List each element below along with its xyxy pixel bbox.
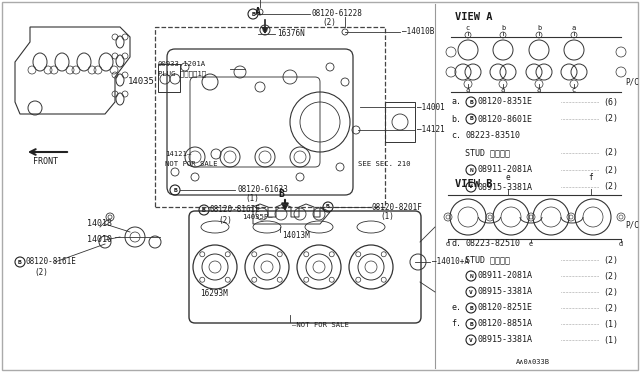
Text: (1): (1) xyxy=(603,336,618,344)
Text: (2): (2) xyxy=(603,115,618,124)
Text: —14010+A: —14010+A xyxy=(432,257,469,266)
Text: a: a xyxy=(501,87,505,93)
Text: d: d xyxy=(446,241,450,247)
Text: a: a xyxy=(466,87,470,93)
Text: P/C: P/C xyxy=(625,221,639,230)
Text: (2): (2) xyxy=(603,183,618,192)
Text: 14018: 14018 xyxy=(87,219,112,228)
Text: N: N xyxy=(469,167,473,173)
Bar xyxy=(155,27,385,207)
Text: (2): (2) xyxy=(603,304,618,312)
Text: c: c xyxy=(466,25,470,31)
Text: (2): (2) xyxy=(34,267,48,276)
Text: e: e xyxy=(506,173,510,182)
Text: NOT FOR SALE: NOT FOR SALE xyxy=(165,161,218,167)
Text: 08120-8851A: 08120-8851A xyxy=(478,320,533,328)
Text: 14010: 14010 xyxy=(87,235,112,244)
Text: 08223-83510: 08223-83510 xyxy=(465,131,520,141)
Text: e: e xyxy=(529,241,533,247)
Text: —14121: —14121 xyxy=(417,125,445,135)
Text: B: B xyxy=(202,208,206,212)
Text: (2): (2) xyxy=(603,166,618,174)
Text: B: B xyxy=(278,189,284,199)
Text: VIEW A: VIEW A xyxy=(455,12,493,22)
Text: 16293M: 16293M xyxy=(200,289,228,298)
Text: B: B xyxy=(18,260,22,264)
Text: N: N xyxy=(469,273,473,279)
Text: 08915-3381A: 08915-3381A xyxy=(478,336,533,344)
Text: B: B xyxy=(251,12,255,16)
Text: 08120-8161E: 08120-8161E xyxy=(26,257,77,266)
Text: A: A xyxy=(255,7,261,17)
Text: —14010B: —14010B xyxy=(402,28,435,36)
Text: e.: e. xyxy=(451,304,461,312)
Text: 08911-2081A: 08911-2081A xyxy=(478,166,533,174)
Text: —NOT FOR SALE: —NOT FOR SALE xyxy=(292,322,349,328)
Text: 08120-816IE: 08120-816IE xyxy=(210,205,261,215)
Text: 08223-82510: 08223-82510 xyxy=(465,240,520,248)
Text: (1): (1) xyxy=(245,195,259,203)
Text: VIEW B: VIEW B xyxy=(455,179,493,189)
Text: B: B xyxy=(469,116,473,122)
Text: a: a xyxy=(537,87,541,93)
Text: (2): (2) xyxy=(603,288,618,296)
Text: 08120-8201F: 08120-8201F xyxy=(372,202,423,212)
Text: a.: a. xyxy=(451,97,461,106)
Text: B: B xyxy=(173,187,177,192)
Text: b.: b. xyxy=(451,115,461,124)
Text: d: d xyxy=(619,241,623,247)
Text: B: B xyxy=(469,305,473,311)
Text: (2): (2) xyxy=(218,215,232,224)
Text: c.: c. xyxy=(451,131,461,141)
Text: 16376N: 16376N xyxy=(277,29,305,38)
Text: 08120-8251E: 08120-8251E xyxy=(478,304,533,312)
Text: 08120-61228: 08120-61228 xyxy=(312,10,363,19)
Text: c: c xyxy=(572,87,576,93)
Text: STUD スタッド: STUD スタッド xyxy=(465,256,510,264)
Text: —14001: —14001 xyxy=(417,103,445,112)
Text: V: V xyxy=(469,289,473,295)
Text: 08120-8601E: 08120-8601E xyxy=(478,115,533,124)
Text: 14035: 14035 xyxy=(128,77,155,87)
Text: FRONT: FRONT xyxy=(33,157,58,167)
Text: 00933-1201A: 00933-1201A xyxy=(158,61,206,67)
Text: PLUG プラグ（1）: PLUG プラグ（1） xyxy=(158,71,206,77)
Text: 14035P—: 14035P— xyxy=(242,214,273,220)
Text: 08911-2081A: 08911-2081A xyxy=(478,272,533,280)
Text: 08915-3381A: 08915-3381A xyxy=(478,183,533,192)
Text: d.: d. xyxy=(451,240,461,248)
Text: a: a xyxy=(572,25,576,31)
Text: 14121—: 14121— xyxy=(165,151,191,157)
Text: A∧0∧033B: A∧0∧033B xyxy=(516,359,550,365)
Text: (2): (2) xyxy=(603,256,618,264)
Text: b: b xyxy=(501,25,505,31)
Text: (6): (6) xyxy=(603,97,618,106)
Text: 14013M: 14013M xyxy=(282,231,310,241)
Text: P/C: P/C xyxy=(625,77,639,87)
Text: STUD スタッド: STUD スタッド xyxy=(465,148,510,157)
Text: SEE SEC. 210: SEE SEC. 210 xyxy=(358,161,410,167)
Bar xyxy=(158,64,180,92)
Text: V: V xyxy=(469,337,473,343)
Text: B: B xyxy=(326,205,330,209)
Text: (2): (2) xyxy=(603,148,618,157)
Text: f.: f. xyxy=(451,320,461,328)
Text: (2): (2) xyxy=(603,272,618,280)
Text: (1): (1) xyxy=(603,320,618,328)
Text: b: b xyxy=(537,25,541,31)
Text: B: B xyxy=(469,99,473,105)
Text: 08120-8351E: 08120-8351E xyxy=(478,97,533,106)
Text: (2): (2) xyxy=(322,17,336,26)
Bar xyxy=(385,102,415,142)
Text: B: B xyxy=(469,321,473,327)
Text: (1): (1) xyxy=(380,212,394,221)
Text: 08915-3381A: 08915-3381A xyxy=(478,288,533,296)
Text: 08120-61633: 08120-61633 xyxy=(237,186,288,195)
Text: f: f xyxy=(589,173,593,182)
Text: V: V xyxy=(469,185,473,189)
